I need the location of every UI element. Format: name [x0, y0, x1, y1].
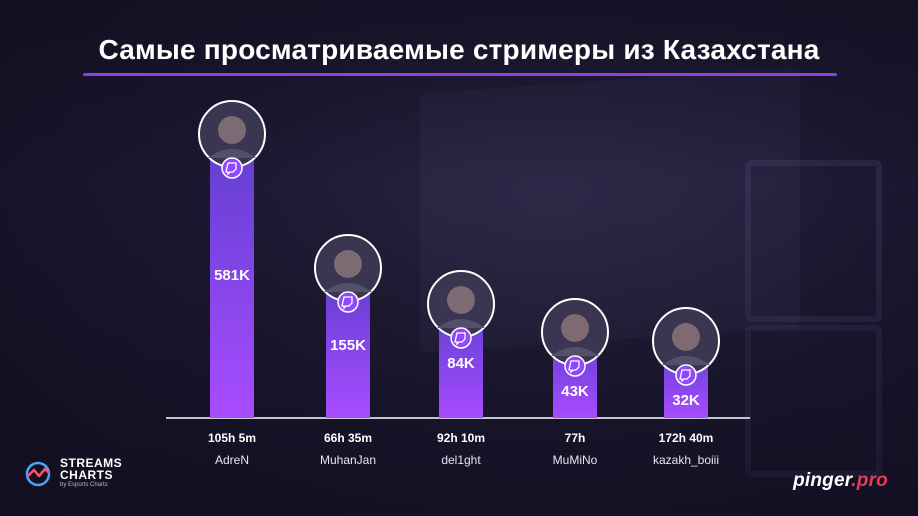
tick-label: MuhanJan: [320, 453, 376, 467]
pinger-pro-text: pro: [856, 470, 888, 491]
pinger-pro-logo: pinger.pro: [793, 470, 888, 492]
pinger-dot: .: [851, 470, 857, 491]
twitch-icon: [564, 355, 586, 377]
twitch-glyph: [341, 296, 353, 310]
avatar-face: [447, 286, 475, 314]
twitch-glyph: [568, 360, 580, 374]
avatar-face: [672, 323, 700, 351]
data-label: 581K: [214, 267, 250, 284]
logo-text-streams: STREAMS: [60, 456, 123, 470]
avatar-face: [218, 116, 246, 144]
avatar-body: [324, 283, 372, 292]
tick-label: AdreN: [215, 453, 249, 467]
logo-text-byline: by Esports Charts: [60, 482, 108, 488]
avatar-body: [437, 319, 485, 328]
twitch-icon: [675, 364, 697, 386]
twitch-icon: [450, 327, 472, 349]
title-underline: [83, 73, 837, 76]
logo-text-charts: CHARTS: [60, 468, 113, 482]
hours-label: 172h 40m: [659, 431, 714, 445]
chart-title: Самые просматриваемые стримеры из Казахс…: [98, 34, 820, 65]
bar-AdreN: [210, 136, 254, 418]
twitch-glyph: [225, 162, 237, 176]
tick-label: del1ght: [441, 453, 481, 467]
twitch-glyph: [454, 332, 466, 346]
data-label: 155K: [330, 337, 366, 354]
avatar-body: [551, 347, 599, 356]
data-label: 43K: [561, 383, 589, 400]
tick-label: MuMiNo: [553, 453, 598, 467]
hours-label: 105h 5m: [208, 431, 256, 445]
hours-label: 92h 10m: [437, 431, 485, 445]
hours-label: 77h: [565, 431, 586, 445]
avatar-body: [208, 149, 256, 158]
twitch-icon: [221, 157, 243, 179]
pinger-text: pinger: [793, 470, 852, 491]
avatar-body: [662, 356, 710, 365]
twitch-glyph: [679, 369, 691, 383]
streams-charts-icon: [25, 461, 51, 486]
data-label: 32K: [672, 392, 700, 409]
twitch-icon: [337, 291, 359, 313]
tick-label: kazakh_boiii: [653, 453, 719, 467]
data-label: 84K: [447, 355, 475, 372]
avatar-face: [334, 250, 362, 278]
streams-charts-logo: STREAMS CHARTS by Esports Charts: [24, 457, 122, 490]
avatar-face: [561, 314, 589, 342]
hours-label: 66h 35m: [324, 431, 372, 445]
